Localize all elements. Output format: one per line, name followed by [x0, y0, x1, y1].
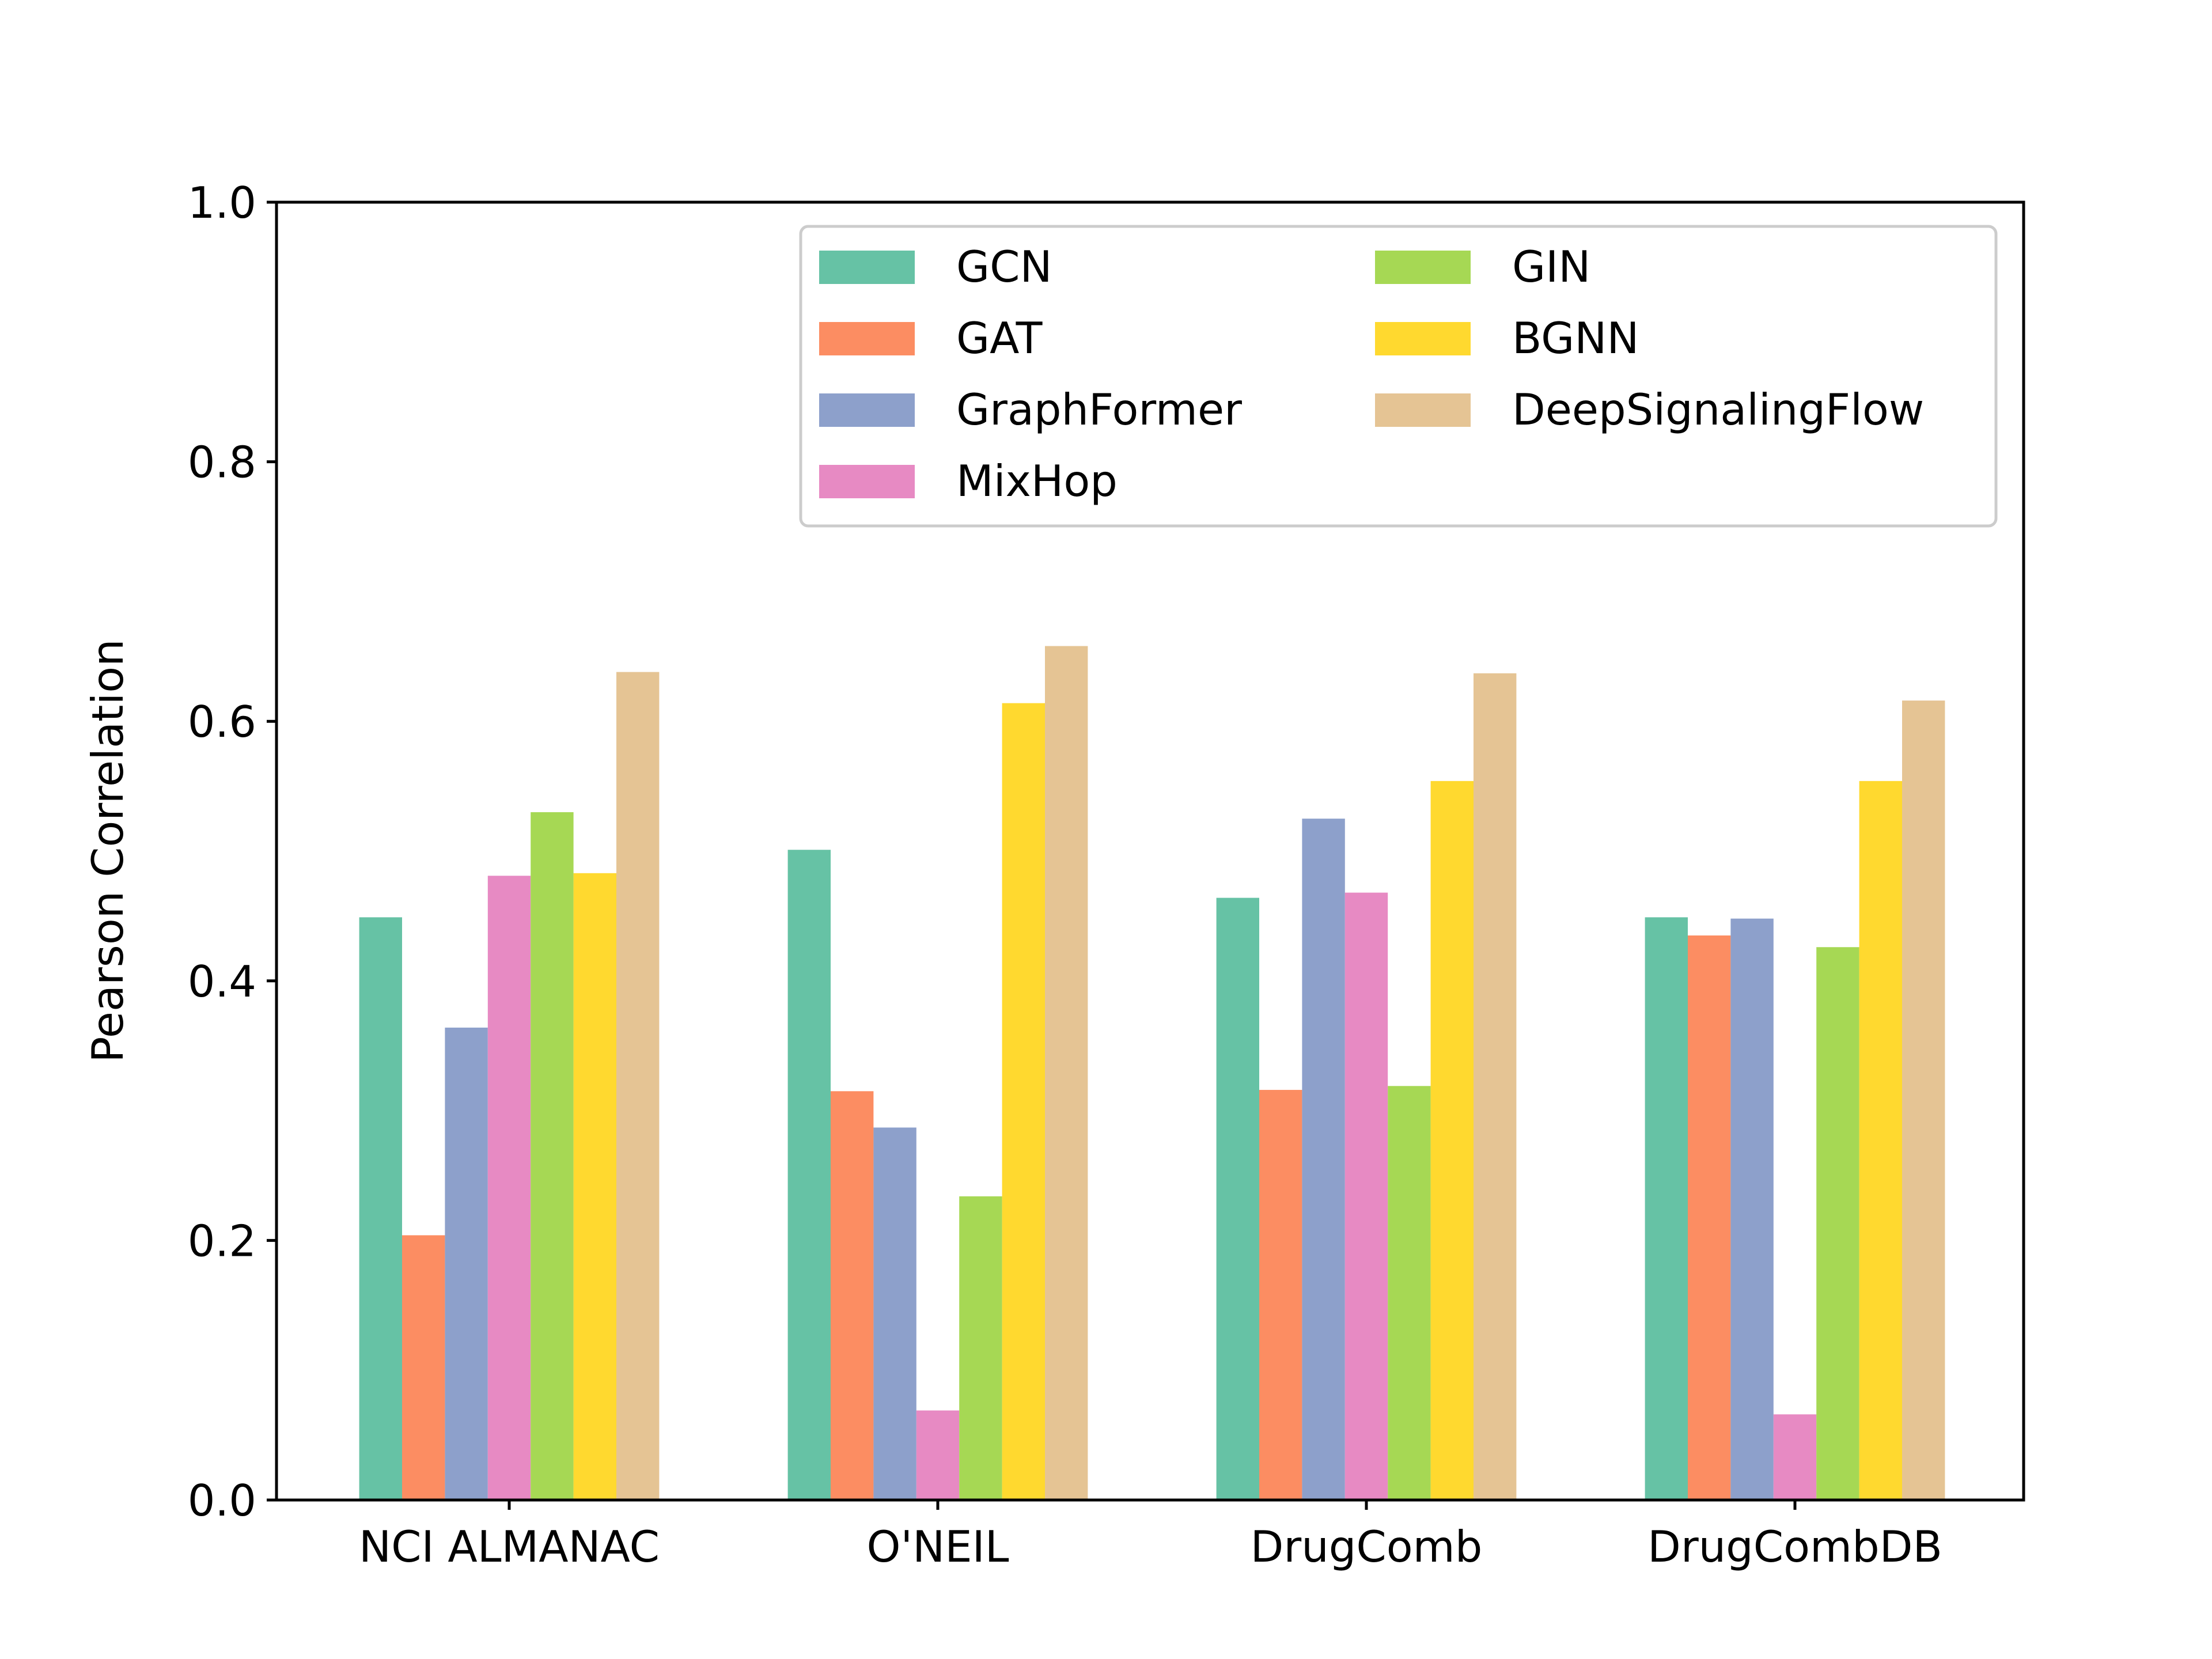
legend-label-gin: GIN — [1512, 241, 1590, 292]
bar-deepsignalingflow-3 — [1474, 673, 1517, 1500]
y-tick-label-3: 0.6 — [188, 696, 256, 747]
y-tick-label-4: 0.8 — [188, 437, 256, 488]
legend-swatch-deepsignalingflow — [1375, 393, 1471, 427]
bar-deepsignalingflow-2 — [1045, 646, 1088, 1500]
bar-mixhop-3 — [1344, 892, 1388, 1500]
x-tick-label-2: DrugComb — [1251, 1521, 1483, 1572]
legend-label-bgnn: BGNN — [1512, 313, 1639, 363]
legend-label-graphformer: GraphFormer — [956, 384, 1242, 435]
bar-gcn-4 — [1645, 917, 1688, 1500]
bar-gat-1 — [402, 1235, 445, 1500]
bar-deepsignalingflow-1 — [616, 672, 660, 1500]
bar-bgnn-2 — [1002, 703, 1045, 1500]
legend-swatch-gat — [819, 322, 915, 355]
bar-graphformer-3 — [1302, 819, 1345, 1500]
bar-graphformer-4 — [1730, 918, 1774, 1500]
bar-deepsignalingflow-4 — [1902, 700, 1945, 1500]
bar-gin-1 — [531, 812, 574, 1500]
bar-gin-3 — [1388, 1086, 1431, 1500]
x-tick-label-0: NCI ALMANAC — [359, 1521, 660, 1572]
legend-swatch-bgnn — [1375, 322, 1471, 355]
y-tick-label-1: 0.2 — [188, 1215, 256, 1266]
bar-gin-2 — [959, 1196, 1002, 1500]
bar-gcn-1 — [359, 917, 402, 1500]
bar-bgnn-4 — [1859, 781, 1902, 1500]
bar-mixhop-2 — [916, 1410, 960, 1500]
bar-gcn-3 — [1216, 897, 1259, 1500]
legend-label-gcn: GCN — [956, 241, 1052, 292]
legend-label-mixhop: MixHop — [956, 456, 1118, 506]
legend-swatch-gcn — [819, 251, 915, 284]
legend-swatch-mixhop — [819, 465, 915, 498]
bar-mixhop-1 — [487, 876, 531, 1500]
bar-graphformer-2 — [873, 1127, 916, 1500]
bar-graphformer-1 — [445, 1027, 488, 1500]
legend-label-gat: GAT — [956, 313, 1043, 363]
bars-group — [359, 646, 1945, 1500]
y-tick-label-0: 0.0 — [188, 1475, 256, 1526]
plot-frame — [275, 200, 2025, 1502]
x-tick-label-1: O'NEIL — [866, 1521, 1009, 1572]
bar-gcn-2 — [787, 850, 831, 1500]
bar-mixhop-4 — [1773, 1414, 1817, 1500]
bar-gat-4 — [1688, 935, 1731, 1500]
legend-swatch-graphformer — [819, 393, 915, 427]
y-tick-label-2: 0.4 — [188, 956, 256, 1007]
y-axis-title: Pearson Correlation — [82, 639, 133, 1062]
x-tick-label-3: DrugCombDB — [1647, 1521, 1942, 1572]
bar-bgnn-1 — [573, 873, 616, 1500]
y-tick-label-5: 1.0 — [188, 177, 256, 228]
bar-gat-3 — [1259, 1090, 1302, 1500]
legend-box — [799, 225, 1998, 528]
legend: GCN GAT GraphFormer MixHop GIN BGNN DeepSignal… — [799, 225, 1998, 528]
bar-bgnn-3 — [1430, 781, 1474, 1500]
bar-gat-2 — [831, 1091, 874, 1500]
legend-swatch-gin — [1375, 251, 1471, 284]
bar-gin-4 — [1816, 947, 1859, 1500]
axes-group: 0.0 0.2 0.4 0.6 0.8 1.0 NCI ALMANAC O'NEIL DrugC… — [188, 177, 2025, 1572]
legend-label-deepsignalingflow: DeepSignalingFlow — [1512, 384, 1924, 435]
